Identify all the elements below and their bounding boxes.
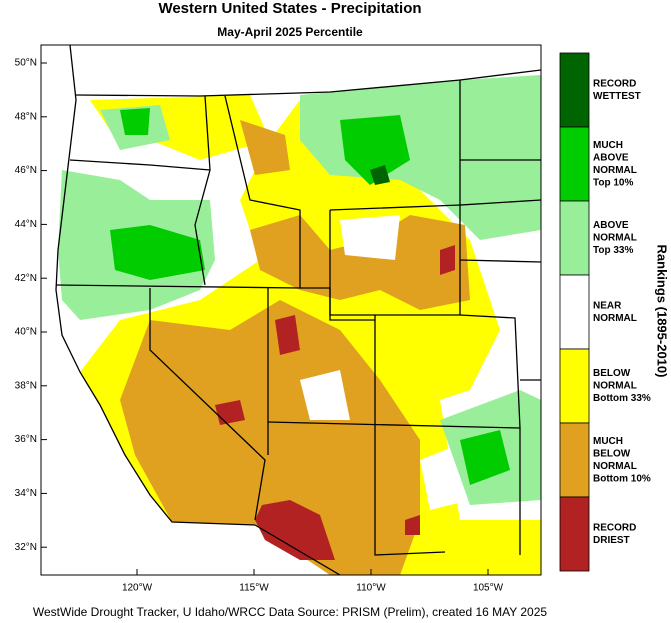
- legend-label: ABOVE: [593, 152, 629, 163]
- legend-swatch: [559, 348, 590, 424]
- lat-label: 38°N: [15, 380, 37, 391]
- lat-label: 32°N: [15, 542, 37, 553]
- legend-label: RECORD: [593, 522, 636, 533]
- legend-label: MUCH: [593, 436, 623, 447]
- legend-label: ABOVE: [593, 220, 629, 231]
- legend-swatch: [559, 52, 590, 128]
- legend-swatch: [559, 274, 590, 350]
- map-region: [110, 225, 205, 280]
- legend-label: NORMAL: [593, 233, 637, 244]
- legend-swatch: [559, 126, 590, 202]
- legend-label: WETTEST: [593, 91, 641, 102]
- map-region: [340, 115, 410, 185]
- map-region: [460, 430, 510, 485]
- map-region: [240, 120, 290, 175]
- map-region: [120, 300, 420, 575]
- map-frame: [40, 44, 542, 576]
- map-region: [275, 315, 300, 355]
- map-region: [340, 215, 400, 260]
- axis-labels: 50°N 48°N 46°N 44°N 42°N 40°N 38°N 36°N 34°N 32°N…: [15, 58, 504, 594]
- map-region: [300, 75, 541, 240]
- map-region: [300, 370, 350, 420]
- map-region: [120, 108, 150, 135]
- lon-label: 110°W: [356, 583, 386, 594]
- map-region: [370, 165, 390, 185]
- lat-label: 44°N: [15, 219, 37, 230]
- lat-label: 48°N: [15, 111, 37, 122]
- lat-label: 50°N: [15, 58, 37, 69]
- lat-label: 42°N: [15, 273, 37, 284]
- map-region: [440, 245, 455, 275]
- legend-label: Bottom 33%: [593, 393, 651, 404]
- legend-label: MUCH: [593, 140, 623, 151]
- map-region: [250, 215, 470, 310]
- map-region: [405, 515, 420, 535]
- lon-label: 120°W: [122, 583, 153, 594]
- legend-label: Top 10%: [593, 177, 633, 188]
- legend-label: DRIEST: [593, 535, 630, 546]
- title: Western United States - Precipitation: [158, 0, 421, 17]
- legend-label: NORMAL: [593, 381, 637, 392]
- legend-label: BELOW: [593, 448, 631, 459]
- legend-label: BELOW: [593, 368, 631, 379]
- legend-swatch: [559, 200, 590, 276]
- lat-label: 46°N: [15, 165, 37, 176]
- lat-label: 36°N: [15, 434, 37, 445]
- legend-swatch: [559, 496, 590, 572]
- legend-title: Rankings (1895-2010): [655, 245, 670, 378]
- subtitle: May-April 2025 Percentile: [217, 25, 363, 39]
- lon-label: 115°W: [239, 583, 269, 594]
- lat-label: 34°N: [15, 488, 37, 499]
- legend-swatch: [559, 422, 590, 498]
- map: [41, 45, 541, 575]
- map-region: [255, 500, 335, 560]
- legend-label: NORMAL: [593, 461, 637, 472]
- legend-label: NORMAL: [593, 165, 637, 176]
- footer: WestWide Drought Tracker, U Idaho/WRCC D…: [33, 605, 548, 619]
- lon-label: 105°W: [473, 583, 504, 594]
- legend-label: NEAR: [593, 300, 622, 311]
- legend-label: NORMAL: [593, 313, 637, 324]
- legend-label: Bottom 10%: [593, 473, 651, 484]
- lat-label: 40°N: [15, 327, 37, 338]
- legend-label: RECORD: [593, 78, 636, 89]
- legend-label: Top 33%: [593, 245, 633, 256]
